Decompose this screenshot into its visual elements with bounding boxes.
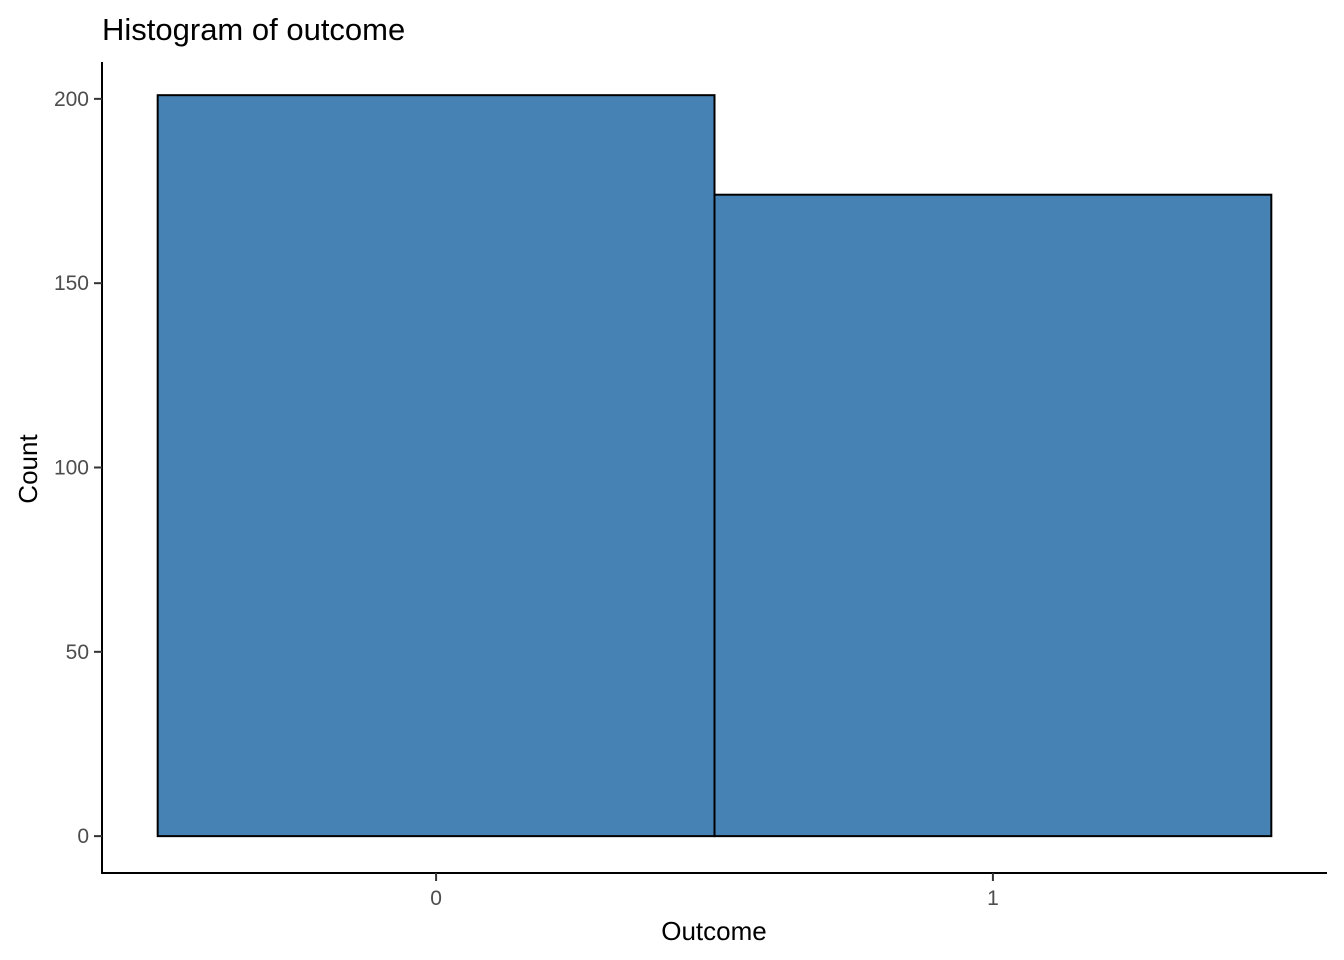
y-tick-label: 0 [77, 825, 89, 848]
x-axis-title: Outcome [661, 916, 767, 946]
y-axis-title: Count [13, 434, 43, 504]
y-tick-label: 200 [54, 88, 89, 111]
x-tick-label: 1 [987, 887, 999, 910]
y-ticks-group: 0 50 100 150 200 [54, 88, 102, 848]
bars-group [156, 94, 1273, 838]
y-tick-label: 100 [54, 457, 89, 480]
y-tick-label: 50 [66, 641, 89, 664]
y-tick-label: 150 [54, 272, 89, 295]
x-tick-label: 0 [430, 887, 442, 910]
histogram-bar-1 [713, 193, 1273, 838]
histogram-bar-0 [156, 94, 716, 838]
chart-title: Histogram of outcome [102, 12, 405, 47]
